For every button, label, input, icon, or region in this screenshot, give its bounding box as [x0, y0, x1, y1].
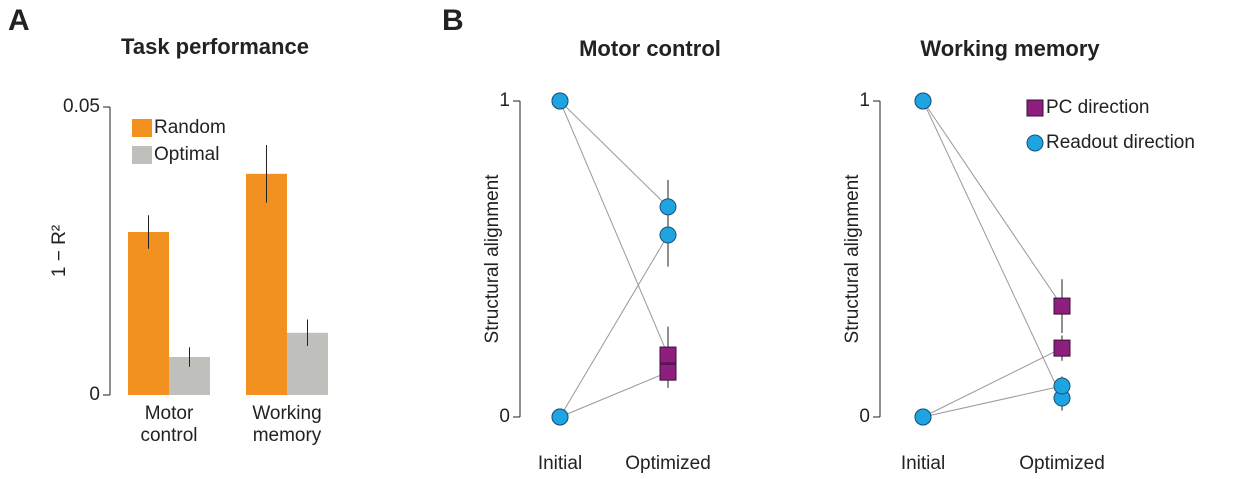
x-tick-label: Optimized — [625, 453, 711, 474]
y-tick-label: 1 — [499, 90, 510, 111]
y-axis-label: Structural alignment — [842, 174, 863, 344]
point — [659, 363, 677, 381]
y-tick-label: 0 — [89, 384, 100, 405]
legend-swatch — [132, 119, 152, 137]
legend-marker — [1026, 99, 1044, 117]
legend-label: Readout direction — [1046, 132, 1195, 153]
connector-line — [559, 100, 669, 208]
point — [659, 226, 677, 244]
point — [1053, 377, 1071, 395]
chart-title: Working memory — [920, 36, 1100, 61]
point — [1053, 339, 1071, 357]
legend-label: PC direction — [1046, 97, 1150, 118]
y-axis-label: 1 − R² — [49, 225, 70, 277]
x-tick-label: Initial — [901, 453, 945, 474]
y-tick-label: 0 — [859, 406, 870, 427]
x-tick-label: Motor control — [140, 403, 198, 446]
panel-label: A — [8, 4, 30, 37]
initial-point — [914, 408, 932, 426]
legend-label: Random — [154, 117, 226, 138]
bar — [128, 231, 169, 395]
point — [1053, 297, 1071, 315]
bar — [246, 173, 287, 395]
initial-point — [551, 92, 569, 110]
y-tick-label: 1 — [859, 90, 870, 111]
y-tick-label: 0.05 — [63, 96, 100, 117]
initial-point — [914, 92, 932, 110]
x-tick-label: Initial — [538, 453, 582, 474]
connector-line — [559, 100, 669, 356]
connector-line — [922, 385, 1063, 418]
legend-marker — [1026, 134, 1044, 152]
connector-line — [922, 100, 1063, 399]
point — [659, 198, 677, 216]
chart-title: Task performance — [121, 34, 309, 59]
connector-line — [922, 347, 1063, 418]
x-tick-label: Optimized — [1019, 453, 1105, 474]
y-tick-label: 0 — [499, 406, 510, 427]
y-axis-label: Structural alignment — [482, 174, 503, 344]
connector-line — [922, 100, 1063, 307]
initial-point — [551, 408, 569, 426]
connector-line — [559, 371, 669, 418]
point — [659, 346, 677, 364]
connector-line — [559, 234, 669, 418]
chart-title: Motor control — [579, 36, 721, 61]
legend-swatch — [132, 146, 152, 164]
x-tick-label: Working memory — [252, 403, 322, 446]
legend-label: Optimal — [154, 144, 219, 165]
panel-label: B — [442, 4, 464, 37]
